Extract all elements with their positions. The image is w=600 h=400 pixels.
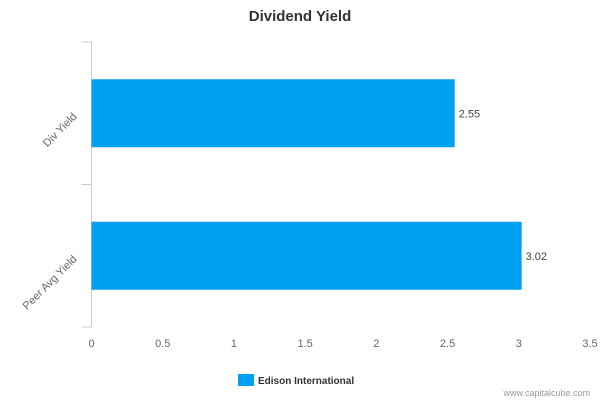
- bars: [91, 79, 522, 290]
- bar-div-yield[interactable]: [91, 79, 455, 148]
- category-labels: Div Yield Peer Avg Yield: [21, 111, 80, 312]
- x-tick-label: 2.5: [440, 338, 455, 350]
- data-labels: 2.55 3.02: [459, 108, 547, 263]
- x-tick-label: 1.5: [297, 338, 312, 350]
- data-label: 2.55: [459, 108, 480, 120]
- x-tick-label: 1: [231, 338, 237, 350]
- legend-swatch[interactable]: [238, 374, 254, 386]
- data-label: 3.02: [526, 251, 547, 263]
- x-tick-label: 3.5: [582, 338, 597, 350]
- y-ticks: [81, 41, 92, 328]
- legend-label[interactable]: Edison International: [258, 376, 354, 387]
- bar-peer-avg-yield[interactable]: [91, 221, 522, 290]
- x-tick-label: 3: [516, 338, 522, 350]
- x-tick-labels: 0 0.5 1 1.5 2 2.5 3 3.5: [88, 338, 597, 350]
- watermark: www.capitalcube.com: [502, 388, 590, 398]
- chart-title: Dividend Yield: [249, 8, 352, 25]
- category-label: Div Yield: [41, 111, 80, 150]
- category-label: Peer Avg Yield: [21, 253, 80, 312]
- x-tick-label: 0.5: [155, 338, 170, 350]
- legend[interactable]: Edison International: [238, 374, 354, 387]
- x-tick-label: 2: [373, 338, 379, 350]
- x-tick-label: 0: [88, 338, 94, 350]
